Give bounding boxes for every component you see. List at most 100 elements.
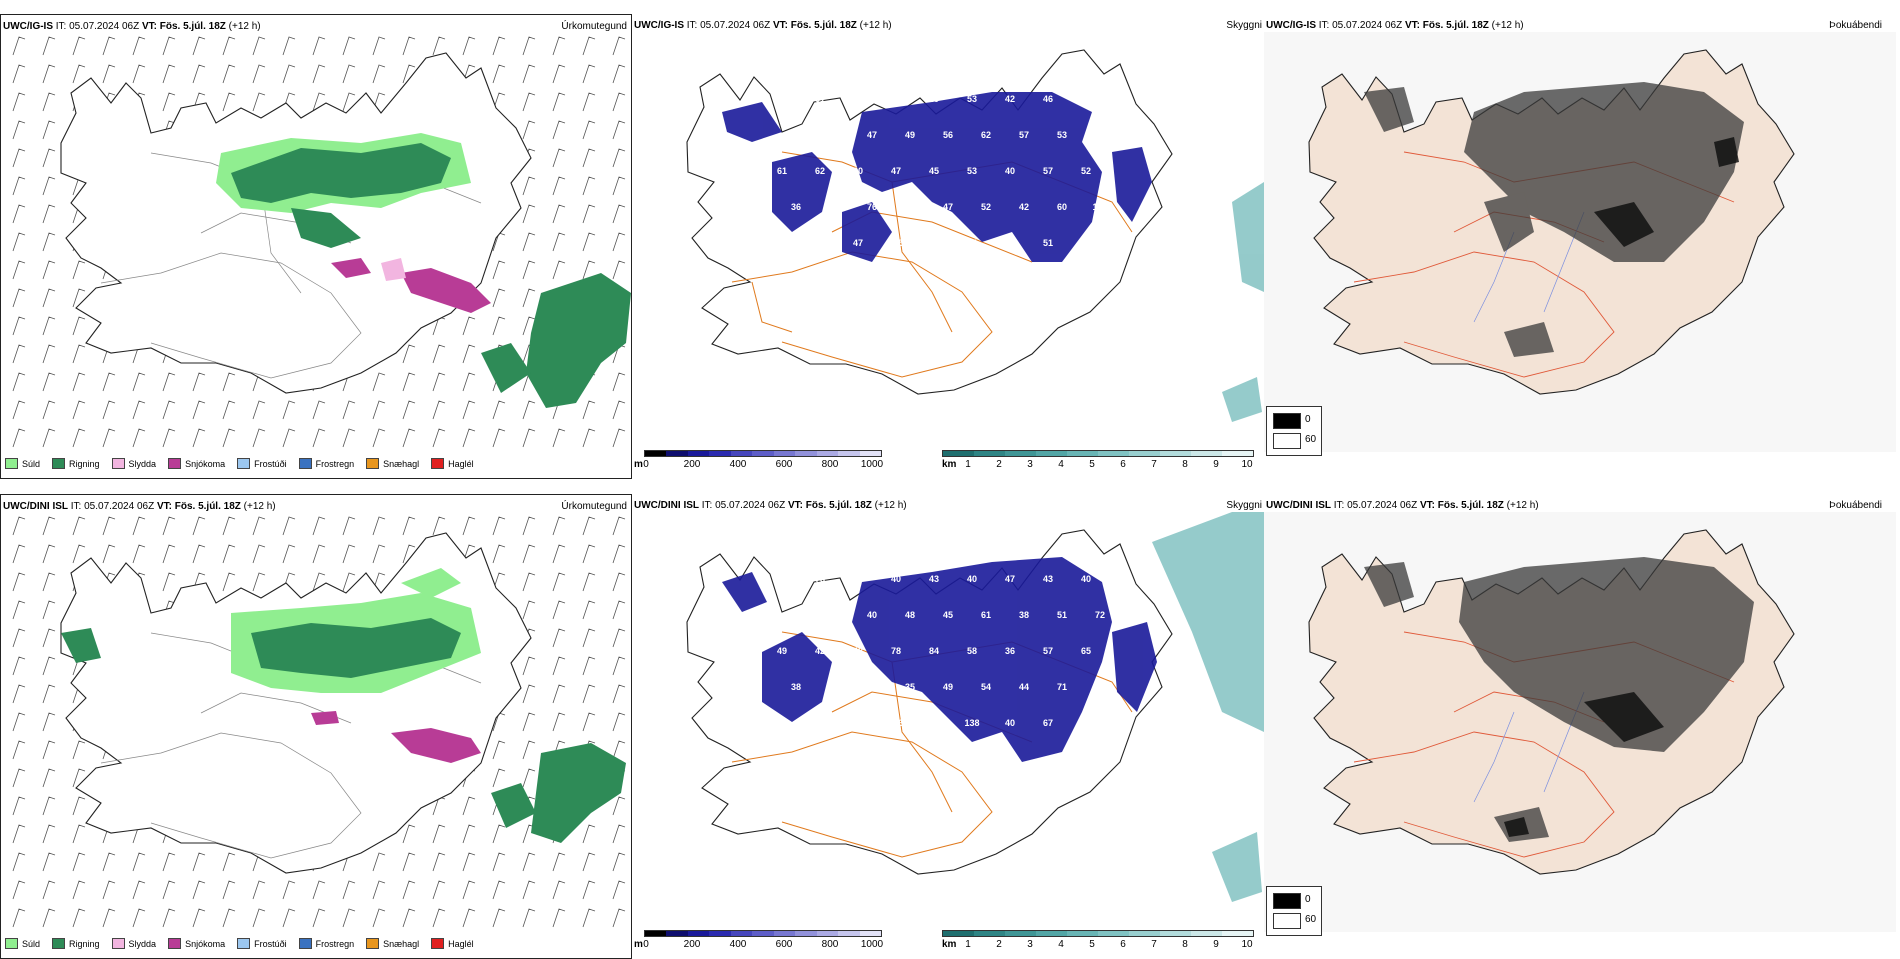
valid-time: Fös. 5.júl. 18Z — [790, 20, 857, 31]
legend-item: Haglél — [431, 458, 474, 469]
ceiling-value-label: 53 — [1057, 130, 1067, 140]
it-label: IT: — [70, 501, 82, 512]
ceiling-value-label: 62 — [981, 130, 991, 140]
cloud-cover-panel-row2: UWC/DINI ISL IT: 05.07.2024 06Z VT: Fös.… — [1264, 494, 1896, 959]
cloud-dark-cores — [1504, 692, 1664, 837]
ceiling-value-label: 52 — [981, 202, 991, 212]
ceiling-value-label: 138 — [964, 718, 979, 728]
ceiling-colorbar: m 0 200 400 600 800 1000 — [634, 930, 884, 952]
ceiling-value-label: 57 — [1043, 166, 1053, 176]
ceiling-value-label: 78 — [891, 646, 901, 656]
panel-title: Skyggni — [1226, 500, 1262, 511]
visibility-colorbar-strip — [942, 930, 1254, 937]
vt-label: VT: — [1404, 20, 1420, 31]
legend-item: Rigning — [52, 458, 100, 469]
ceiling-value-label: 36 — [1005, 646, 1015, 656]
ceiling-value-label: 57 — [1019, 130, 1029, 140]
ceiling-colorbar-strip — [644, 930, 882, 937]
cloud-shading — [1364, 82, 1744, 357]
ceiling-value-label: 47 — [943, 202, 953, 212]
init-time: 05.07.2024 06Z — [700, 20, 771, 31]
ceiling-value-label: 36 — [791, 202, 801, 212]
visibility-unit: km — [942, 459, 957, 470]
legend-item: Snæhagl — [366, 938, 419, 949]
legend-item: Snjókoma — [168, 458, 225, 469]
ceiling-value-label: 42 — [1019, 202, 1029, 212]
ceiling-value-labels: 73 78 48 40 43 40 47 43 40 44 46 40 48 45 61 38 51 72 49 42… — [777, 574, 1105, 764]
ceiling-value-label: 49 — [1081, 94, 1091, 104]
legend-item: Frostregn — [298, 938, 354, 949]
low-ceiling-areas — [722, 557, 1157, 762]
panel-header: UWC/IG-IS IT: 05.07.2024 06Z VT: Fös. 5.… — [634, 20, 892, 31]
ceiling-value-label: 49 — [943, 682, 953, 692]
rain-areas — [61, 618, 626, 843]
visibility-unit: km — [942, 939, 957, 950]
ceiling-value-label: 47 — [867, 130, 877, 140]
cloud-cover-legend: 0 60 — [1266, 886, 1322, 936]
panel-title: Þokuábendi — [1829, 20, 1882, 31]
ceiling-value-labels: 97 61 76 72 49 53 42 46 49 125 66 47 49 56 62 57 53 60 61 6… — [777, 94, 1108, 284]
panel-header: UWC/DINI ISL IT: 05.07.2024 06Z VT: Fös.… — [1266, 500, 1539, 511]
valid-time: Fös. 5.júl. 18Z — [159, 21, 226, 32]
legend-item: Slydda — [111, 458, 156, 469]
ceiling-value-label: 38 — [1019, 610, 1029, 620]
ceiling-value-label: 43 — [1043, 574, 1053, 584]
valid-time: Fös. 5.júl. 18Z — [805, 500, 872, 511]
legend-item: Rigning — [52, 938, 100, 949]
it-label: IT: — [686, 20, 698, 31]
ceiling-value-label: 50 — [867, 682, 877, 692]
ceiling-value-label: 46 — [1043, 94, 1053, 104]
visibility-colorbar: km 1 2 3 4 5 6 7 8 9 10 — [942, 930, 1254, 952]
ceiling-value-label: 153 — [888, 718, 903, 728]
ceiling-value-label: 56 — [943, 130, 953, 140]
legend-item: Súld — [5, 938, 40, 949]
panel-header: UWC/IG-IS IT: 05.07.2024 06Z VT: Fös. 5.… — [1266, 20, 1524, 31]
vt-label: VT: — [156, 501, 172, 512]
precip-map — [1, 33, 631, 453]
legend-item: Haglél — [431, 938, 474, 949]
rain-areas — [231, 143, 631, 408]
ceiling-value-label: 66 — [829, 130, 839, 140]
ceiling-value-label: 145 — [888, 238, 903, 248]
ceiling-value-label: 67 — [1043, 718, 1053, 728]
vt-label: VT: — [1419, 500, 1435, 511]
ceiling-value-label: 84 — [929, 646, 939, 656]
lead-time: (+12 h) — [243, 501, 276, 512]
ceiling-value-label: 42 — [815, 646, 825, 656]
lead-time: (+12 h) — [228, 21, 261, 32]
init-time: 05.07.2024 06Z — [1332, 20, 1403, 31]
ceiling-value-label: 125 — [788, 130, 803, 140]
ceiling-value-label: 41 — [815, 718, 825, 728]
ceiling-value-label: 47 — [853, 238, 863, 248]
visibility-areas — [1222, 182, 1264, 422]
ceiling-value-label: 61 — [981, 610, 991, 620]
ceiling-value-label: 76 — [1005, 238, 1015, 248]
panel-header: UWC/DINI ISL IT: 05.07.2024 06Z VT: Fös.… — [3, 501, 276, 512]
ceiling-value-label: 45 — [929, 166, 939, 176]
precip-map — [1, 513, 631, 933]
snow-areas — [311, 711, 481, 763]
ceiling-value-label: 46 — [829, 610, 839, 620]
ceiling-map: 97 61 76 72 49 53 42 46 49 125 66 47 49 56 62 57 53 60 61 6… — [686, 49, 1264, 422]
ceiling-value-label: 40 — [1005, 166, 1015, 176]
precip-legend: Súld Rigning Slydda Snjókoma Frostúði Fr… — [5, 458, 474, 469]
lead-time: (+12 h) — [859, 20, 892, 31]
ceiling-value-label: 78 — [815, 574, 825, 584]
valid-time: Fös. 5.júl. 18Z — [174, 501, 241, 512]
panel-title: Úrkomutegund — [561, 21, 627, 32]
sleet-areas — [381, 258, 406, 281]
visibility-colorbar-strip — [942, 450, 1254, 457]
it-label: IT: — [1333, 500, 1345, 511]
init-time: 05.07.2024 06Z — [84, 501, 155, 512]
valid-time: Fös. 5.júl. 18Z — [1422, 20, 1489, 31]
cloud-map — [1264, 512, 1896, 932]
model-name: UWC/IG-IS — [3, 21, 53, 32]
ceiling-value-label: 76 — [853, 94, 863, 104]
model-name: UWC/DINI ISL — [634, 500, 699, 511]
legend-item: Snjókoma — [168, 938, 225, 949]
model-name: UWC/DINI ISL — [1266, 500, 1331, 511]
ceiling-value-label: 58 — [967, 646, 977, 656]
ceiling-value-label: 60 — [1057, 202, 1067, 212]
ceiling-value-label: 48 — [777, 238, 787, 248]
ceiling-value-label: 73 — [777, 574, 787, 584]
